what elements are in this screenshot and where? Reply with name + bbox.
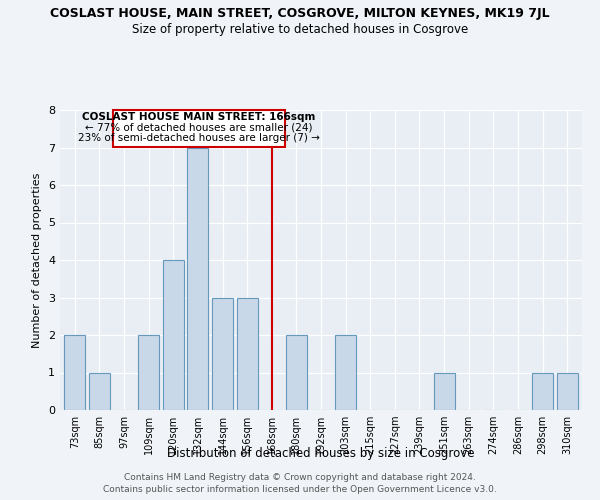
Bar xyxy=(64,335,85,410)
Text: Contains public sector information licensed under the Open Government Licence v3: Contains public sector information licen… xyxy=(103,485,497,494)
Bar xyxy=(163,260,184,410)
Bar xyxy=(434,372,455,410)
Y-axis label: Number of detached properties: Number of detached properties xyxy=(32,172,43,348)
Bar xyxy=(89,372,110,410)
Text: 23% of semi-detached houses are larger (7) →: 23% of semi-detached houses are larger (… xyxy=(78,133,320,143)
Text: Size of property relative to detached houses in Cosgrove: Size of property relative to detached ho… xyxy=(132,22,468,36)
Text: Distribution of detached houses by size in Cosgrove: Distribution of detached houses by size … xyxy=(167,448,475,460)
Text: COSLAST HOUSE, MAIN STREET, COSGROVE, MILTON KEYNES, MK19 7JL: COSLAST HOUSE, MAIN STREET, COSGROVE, MI… xyxy=(50,8,550,20)
Text: ← 77% of detached houses are smaller (24): ← 77% of detached houses are smaller (24… xyxy=(85,122,313,132)
Text: COSLAST HOUSE MAIN STREET: 166sqm: COSLAST HOUSE MAIN STREET: 166sqm xyxy=(82,112,316,122)
Bar xyxy=(236,298,257,410)
Bar xyxy=(212,298,233,410)
Bar xyxy=(532,372,553,410)
Text: Contains HM Land Registry data © Crown copyright and database right 2024.: Contains HM Land Registry data © Crown c… xyxy=(124,472,476,482)
Bar xyxy=(557,372,578,410)
Bar xyxy=(138,335,159,410)
Bar xyxy=(286,335,307,410)
Bar xyxy=(335,335,356,410)
FancyBboxPatch shape xyxy=(113,110,285,147)
Bar xyxy=(187,148,208,410)
